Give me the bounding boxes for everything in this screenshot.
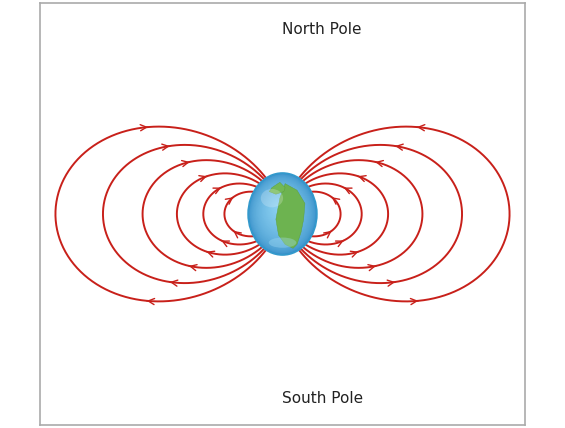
Ellipse shape: [252, 177, 312, 249]
Ellipse shape: [266, 193, 295, 228]
Ellipse shape: [254, 179, 310, 247]
Ellipse shape: [269, 238, 296, 248]
Ellipse shape: [272, 200, 287, 218]
Ellipse shape: [257, 182, 306, 242]
Ellipse shape: [270, 197, 290, 222]
Ellipse shape: [263, 190, 298, 231]
Ellipse shape: [274, 202, 284, 214]
Text: North Pole: North Pole: [282, 22, 362, 37]
Ellipse shape: [267, 195, 293, 225]
Ellipse shape: [275, 203, 283, 213]
Ellipse shape: [256, 181, 307, 243]
Ellipse shape: [248, 173, 317, 255]
Ellipse shape: [257, 183, 305, 241]
Ellipse shape: [263, 189, 299, 232]
Ellipse shape: [265, 192, 295, 229]
Ellipse shape: [251, 176, 313, 250]
Ellipse shape: [270, 198, 289, 220]
Ellipse shape: [276, 205, 281, 211]
Ellipse shape: [272, 201, 286, 217]
Ellipse shape: [259, 186, 302, 237]
Ellipse shape: [250, 175, 314, 251]
Ellipse shape: [273, 202, 285, 216]
Ellipse shape: [261, 187, 301, 235]
Ellipse shape: [262, 188, 299, 234]
Ellipse shape: [268, 196, 292, 224]
Ellipse shape: [269, 196, 291, 223]
Ellipse shape: [249, 174, 316, 254]
Ellipse shape: [248, 173, 317, 255]
Polygon shape: [276, 184, 305, 248]
Ellipse shape: [261, 189, 283, 208]
Ellipse shape: [253, 178, 311, 248]
Ellipse shape: [277, 206, 280, 210]
Ellipse shape: [260, 187, 302, 236]
Ellipse shape: [271, 199, 288, 219]
Ellipse shape: [254, 180, 309, 245]
Polygon shape: [270, 182, 285, 194]
Text: South Pole: South Pole: [281, 391, 363, 406]
Ellipse shape: [258, 184, 305, 240]
Ellipse shape: [255, 181, 308, 244]
Ellipse shape: [259, 185, 303, 238]
Ellipse shape: [276, 204, 282, 212]
Ellipse shape: [264, 191, 297, 230]
Ellipse shape: [278, 207, 280, 208]
Ellipse shape: [266, 193, 294, 226]
Ellipse shape: [250, 175, 315, 253]
